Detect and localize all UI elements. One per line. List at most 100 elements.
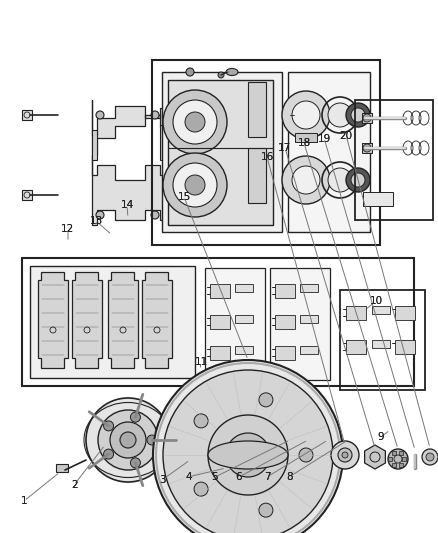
Bar: [30, 266, 195, 378]
Bar: [92, 130, 97, 160]
Bar: [363, 192, 393, 206]
Bar: [399, 463, 403, 467]
Bar: [210, 346, 230, 360]
Circle shape: [363, 114, 371, 122]
Text: 8: 8: [286, 472, 293, 482]
Circle shape: [173, 100, 217, 144]
Bar: [270, 268, 330, 380]
Bar: [392, 451, 396, 455]
Text: 9: 9: [378, 432, 385, 442]
Circle shape: [346, 103, 370, 127]
Circle shape: [120, 432, 136, 448]
Circle shape: [153, 360, 343, 533]
Bar: [346, 340, 366, 354]
Bar: [346, 306, 366, 320]
Text: 11: 11: [195, 358, 208, 367]
Bar: [22, 110, 32, 120]
Polygon shape: [92, 155, 165, 225]
Circle shape: [299, 448, 313, 462]
Circle shape: [96, 111, 104, 119]
Text: 6: 6: [235, 472, 242, 482]
Circle shape: [208, 415, 288, 495]
Circle shape: [98, 410, 158, 470]
Circle shape: [103, 449, 113, 459]
Circle shape: [363, 144, 371, 152]
Circle shape: [342, 452, 348, 458]
Bar: [362, 143, 372, 153]
Bar: [162, 72, 282, 232]
Text: 2: 2: [71, 480, 78, 490]
Bar: [340, 290, 425, 390]
Circle shape: [163, 153, 227, 217]
Bar: [362, 113, 372, 123]
Bar: [372, 306, 390, 314]
Bar: [235, 346, 253, 354]
Ellipse shape: [208, 441, 288, 469]
Circle shape: [163, 90, 227, 154]
Circle shape: [173, 163, 217, 207]
Bar: [22, 190, 32, 200]
Text: 18: 18: [298, 138, 311, 148]
Bar: [300, 284, 318, 292]
Polygon shape: [38, 272, 68, 368]
Text: 11: 11: [195, 358, 208, 367]
Bar: [395, 340, 415, 354]
Text: 16: 16: [261, 152, 274, 162]
Bar: [160, 125, 165, 160]
Bar: [275, 284, 295, 298]
Circle shape: [259, 393, 273, 407]
Polygon shape: [72, 272, 102, 368]
Text: 13: 13: [90, 216, 103, 226]
Text: 2: 2: [71, 480, 78, 490]
Circle shape: [218, 72, 224, 78]
Bar: [295, 133, 317, 142]
Bar: [248, 148, 266, 203]
Circle shape: [426, 453, 434, 461]
Circle shape: [328, 103, 352, 127]
Text: 17: 17: [278, 143, 291, 153]
Text: 20: 20: [339, 131, 353, 141]
Circle shape: [328, 168, 352, 192]
Circle shape: [186, 68, 194, 76]
Text: 12: 12: [61, 224, 74, 234]
Circle shape: [185, 112, 205, 132]
Bar: [300, 315, 318, 323]
Bar: [402, 457, 406, 461]
Circle shape: [351, 173, 365, 187]
Text: 12: 12: [61, 224, 74, 234]
Circle shape: [338, 448, 352, 462]
Circle shape: [292, 101, 320, 129]
Text: 15: 15: [177, 192, 191, 202]
Text: 19: 19: [318, 134, 331, 143]
Bar: [210, 284, 230, 298]
Bar: [372, 340, 390, 348]
Circle shape: [226, 433, 270, 477]
Bar: [248, 82, 266, 137]
Text: 1: 1: [21, 496, 28, 506]
Bar: [300, 346, 318, 354]
Circle shape: [86, 398, 170, 482]
Circle shape: [103, 421, 113, 431]
Text: 14: 14: [120, 200, 134, 210]
Polygon shape: [92, 100, 165, 155]
Circle shape: [388, 449, 408, 469]
Circle shape: [331, 441, 359, 469]
Circle shape: [131, 458, 141, 468]
Bar: [235, 315, 253, 323]
Circle shape: [346, 168, 370, 192]
Bar: [56, 464, 68, 472]
Circle shape: [351, 108, 365, 122]
Text: 10: 10: [370, 296, 383, 306]
Text: 6: 6: [235, 472, 242, 482]
Circle shape: [151, 211, 159, 219]
Text: 18: 18: [298, 138, 311, 148]
Text: 13: 13: [90, 216, 103, 226]
Bar: [205, 268, 265, 380]
Circle shape: [282, 91, 330, 139]
Text: 7: 7: [264, 472, 271, 482]
Ellipse shape: [226, 69, 238, 76]
Text: 20: 20: [339, 131, 353, 141]
Circle shape: [194, 414, 208, 428]
Text: 7: 7: [264, 472, 271, 482]
Circle shape: [110, 422, 146, 458]
